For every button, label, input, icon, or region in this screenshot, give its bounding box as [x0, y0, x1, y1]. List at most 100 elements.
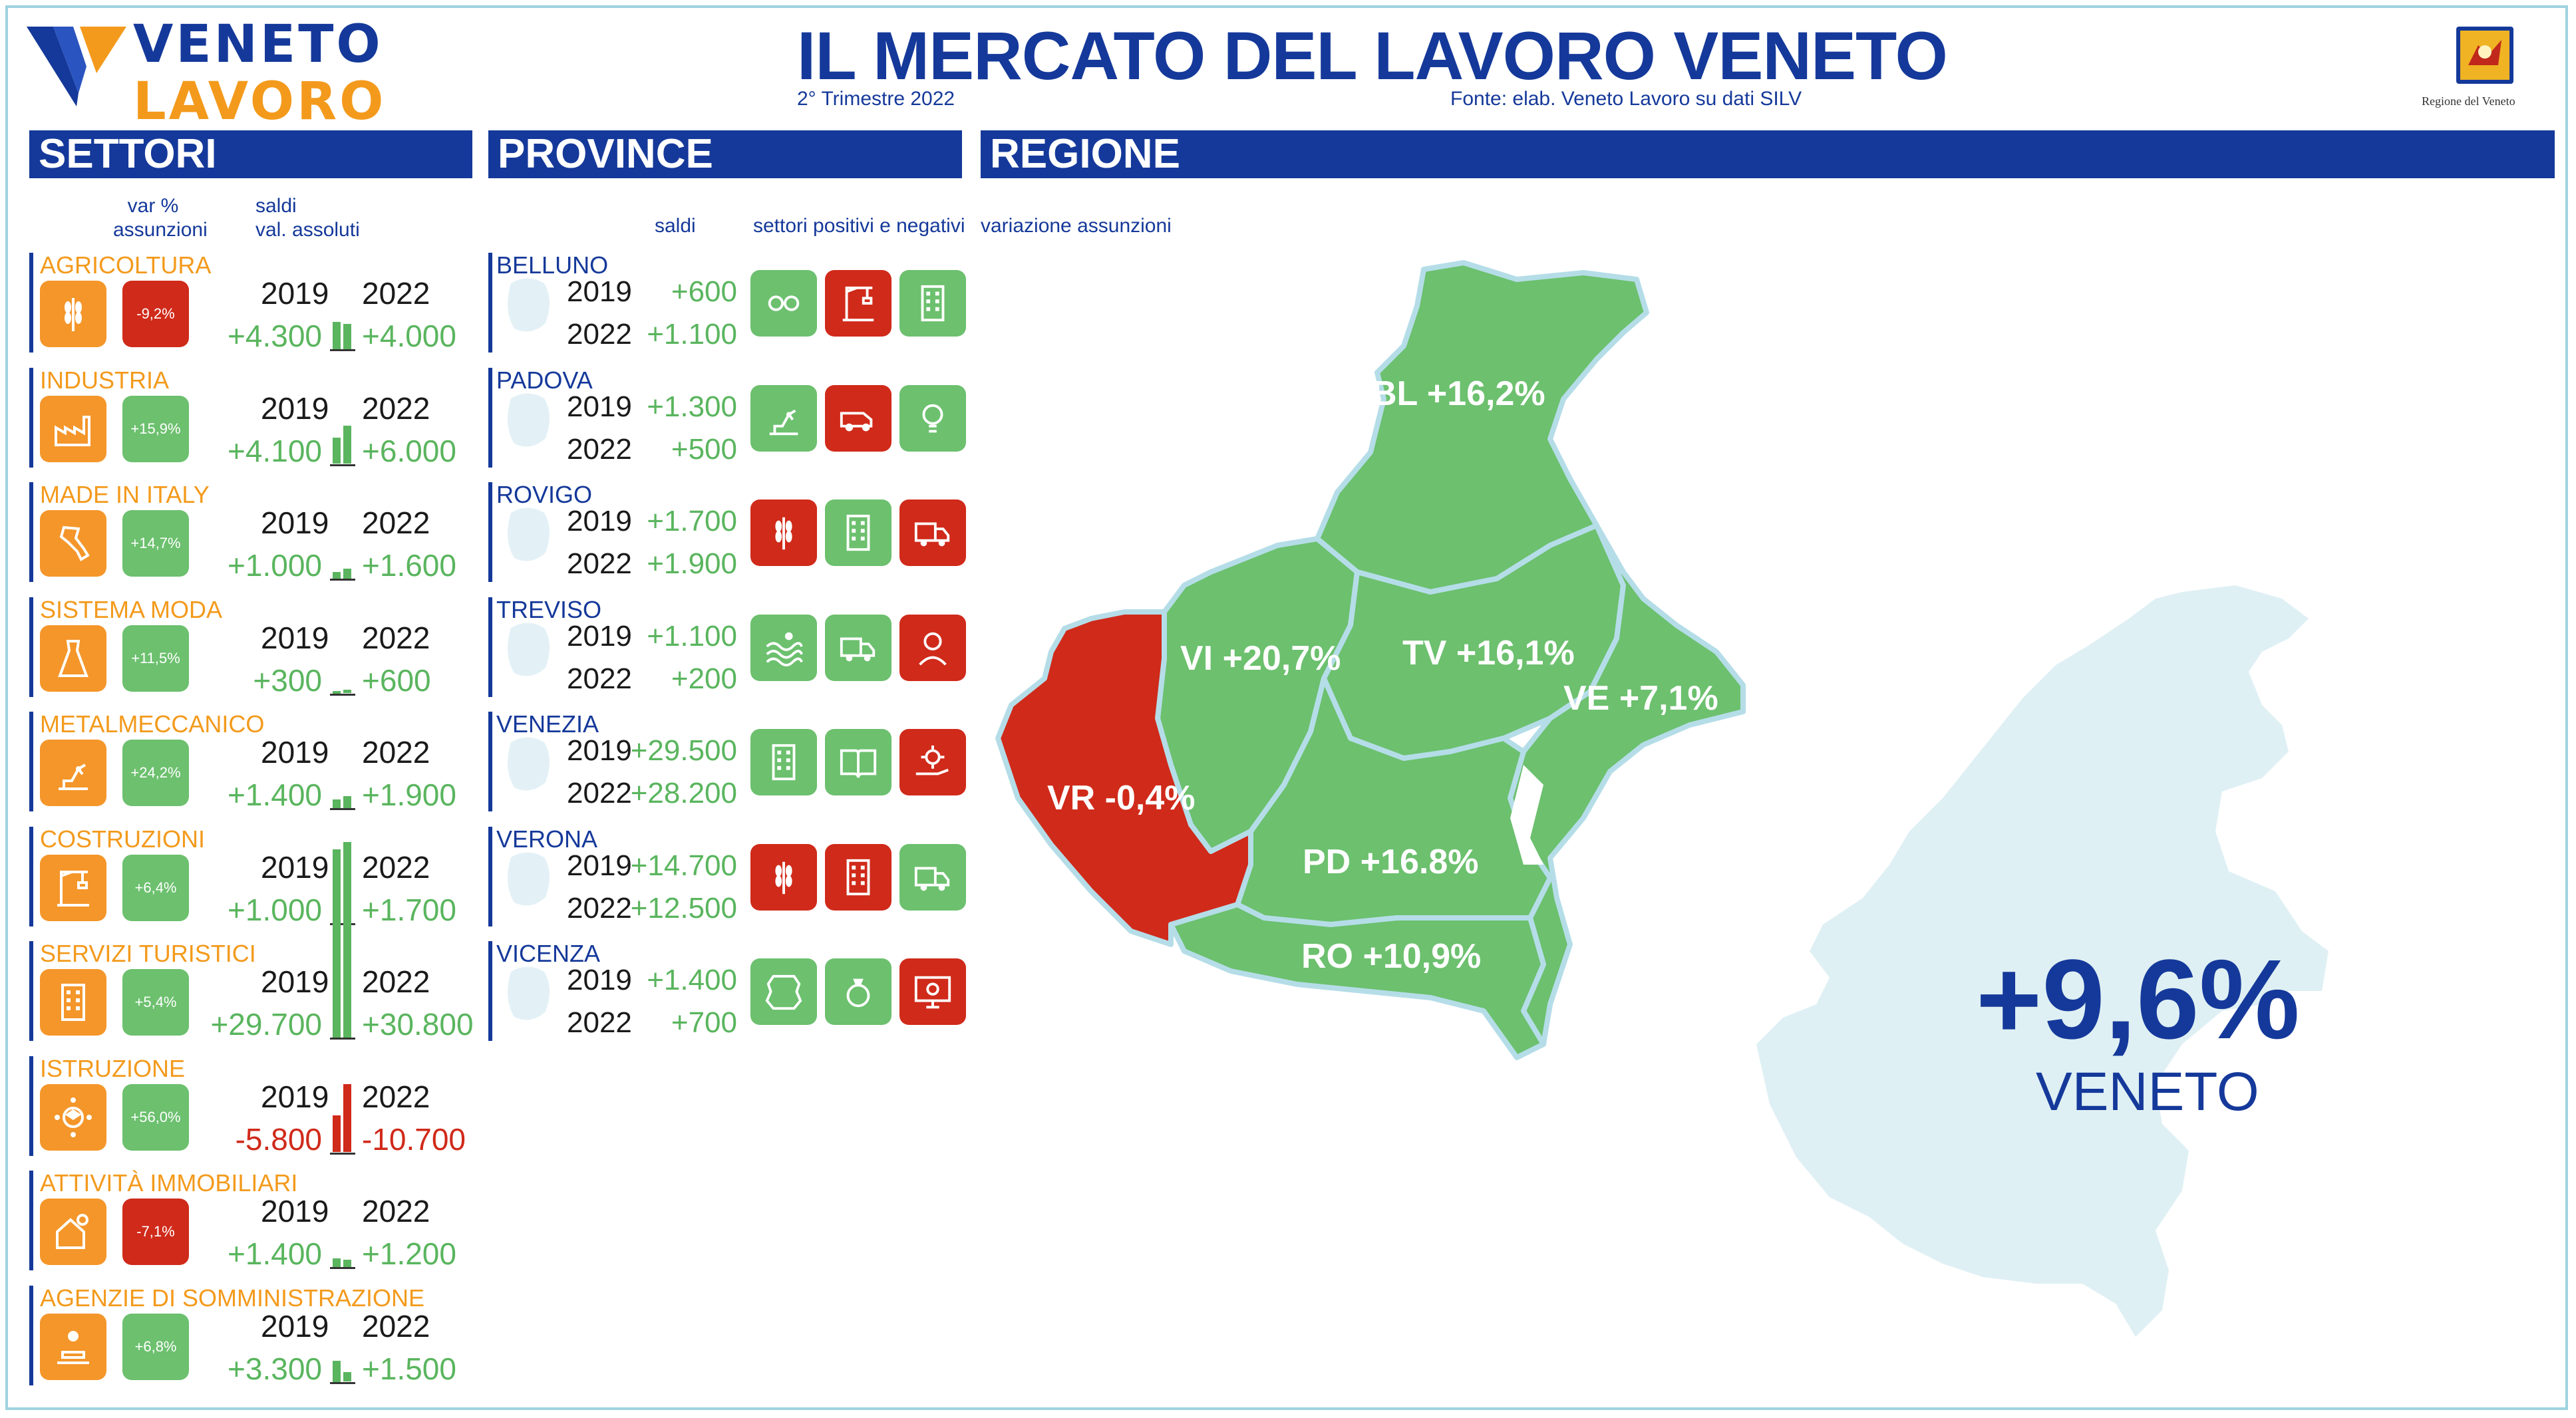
province-shape-icon — [508, 852, 550, 905]
province-saldo-2022: +500 — [671, 432, 737, 466]
robot-arm-icon — [59, 764, 88, 790]
province-sector-icon — [899, 729, 966, 795]
province-sector-icon — [750, 843, 817, 911]
province-saldo-2022: +28.200 — [630, 777, 737, 809]
sector-year-2022: 2022 — [362, 964, 430, 999]
province-saldo-2019: +1.100 — [647, 619, 737, 652]
sector-year-2019: 2019 — [261, 390, 329, 426]
sector-bar-2022 — [343, 1259, 351, 1267]
province-name: VERONA — [496, 825, 598, 853]
sector-name: SERVIZI TURISTICI — [40, 940, 256, 967]
province-shape-icon — [508, 507, 550, 561]
sector-icon — [40, 969, 106, 1036]
veneto-lavoro-logo-icon — [27, 27, 126, 106]
province-sector-icon — [899, 958, 966, 1025]
province-year-2022: 2022 — [567, 662, 632, 695]
sector-saldo-2019: +1.000 — [228, 548, 322, 583]
sector-divider — [29, 597, 33, 697]
sector-row: AGENZIE DI SOMMINISTRAZIONE +6,8% 2019 2022… — [29, 1284, 488, 1386]
sector-row: MADE IN ITALY +14,7% 2019 2022 +1.000 +1.600 — [29, 481, 488, 583]
sector-var-badge: +5,4% — [122, 969, 189, 1036]
sector-divider — [29, 253, 33, 353]
province-divider — [488, 941, 492, 1041]
logo-line2: LAVORO — [133, 72, 387, 132]
map-label-tv: TV +16,1% — [1402, 634, 1575, 672]
sector-name: MADE IN ITALY — [40, 481, 210, 508]
settori-head-var: var % assunzioni — [113, 195, 208, 241]
map-label-ro: RO +10,9% — [1301, 937, 1482, 976]
sector-var-badge: +14,7% — [122, 510, 189, 577]
sector-row: AGRICOLTURA -9,2% 2019 2022 +4.300 +4.000 — [29, 251, 488, 353]
map-label-vi: VI +20,7% — [1180, 639, 1341, 678]
sector-bar-2019 — [333, 438, 341, 464]
province-divider — [488, 826, 492, 926]
section-settori: SETTORI — [29, 130, 472, 178]
dress-icon — [58, 639, 88, 677]
sector-year-2022: 2022 — [362, 276, 430, 311]
sector-bar-2019 — [333, 849, 341, 1038]
province-saldo-2019: +600 — [671, 275, 737, 308]
province-shape-icon — [508, 278, 550, 332]
province-divider — [488, 253, 492, 353]
sector-saldo-2022: +4.000 — [362, 319, 456, 353]
province-saldo-2022: +1.100 — [647, 318, 737, 351]
settori-head-saldi: saldi val. assoluti — [255, 195, 360, 241]
sector-divider — [29, 1056, 33, 1156]
province-shape-icon — [508, 393, 550, 446]
gear-hand-icon — [915, 745, 949, 776]
province-saldo-2019: +1.300 — [647, 390, 737, 423]
sector-bar-2022 — [343, 842, 351, 1038]
delivery-truck-icon — [914, 522, 950, 547]
sector-year-2022: 2022 — [362, 735, 430, 770]
wheat-icon — [775, 517, 792, 550]
province-saldo-2019: +14.700 — [630, 849, 737, 882]
sector-saldo-2022: +600 — [362, 662, 431, 698]
van-icon — [840, 411, 873, 431]
sector-name: SISTEMA MODA — [40, 595, 223, 623]
sector-bar-2019 — [333, 1361, 341, 1382]
venice-lagoon-shape — [1510, 765, 1543, 865]
sector-icon — [40, 740, 106, 806]
sector-name: ATTIVITÀ IMMOBILIARI — [40, 1169, 298, 1197]
sector-year-2022: 2022 — [362, 620, 430, 655]
sector-bar-baseline — [330, 693, 355, 696]
map-label-ve: VE +7,1% — [1563, 679, 1718, 718]
wheat-icon — [775, 861, 792, 894]
province-divider — [488, 597, 492, 697]
sector-saldo-2019: +1.400 — [228, 1236, 322, 1271]
province-year-2019: 2019 — [567, 964, 632, 996]
sector-row: SISTEMA MODA +11,5% 2019 2022 +300 +600 — [29, 595, 488, 698]
sector-icon — [40, 1313, 106, 1380]
sector-icon — [40, 395, 106, 462]
province-sector-icon — [825, 614, 891, 681]
sector-saldo-2019: -5.800 — [235, 1121, 322, 1157]
sector-bar-2019 — [333, 1258, 341, 1267]
province-sector-icon — [899, 843, 966, 911]
province-row: PADOVA 2019 2022 +1.300 +500 — [488, 366, 967, 468]
sector-bar-2022 — [343, 568, 351, 579]
sector-name: COSTRUZIONI — [40, 825, 205, 853]
sector-divider — [29, 1285, 33, 1385]
province-shape-icon — [508, 737, 550, 791]
crane-icon — [842, 286, 874, 322]
sector-var-badge: +6,4% — [122, 854, 189, 921]
sector-saldo-2019: +1.400 — [228, 778, 322, 812]
page-title: IL MERCATO DEL LAVORO VENETO — [797, 18, 1948, 94]
province-saldo-2022: +700 — [671, 1006, 737, 1039]
sector-name: AGRICOLTURA — [40, 251, 212, 279]
house-key-icon — [56, 1214, 88, 1249]
sector-row: ATTIVITÀ IMMOBILIARI -7,1% 2019 2022 +1.400 +… — [29, 1169, 488, 1271]
page-frame — [5, 5, 2568, 1410]
province-name: TREVISO — [496, 595, 602, 623]
sector-bar-2022 — [343, 795, 351, 808]
sector-bar-baseline — [330, 1152, 355, 1155]
province-year-2022: 2022 — [567, 891, 632, 924]
sector-year-2022: 2022 — [362, 505, 430, 540]
veneto-total-value: +9,6% — [1976, 936, 2300, 1063]
sector-name: AGENZIE DI SOMMINISTRAZIONE — [40, 1284, 425, 1312]
province-year-2019: 2019 — [567, 849, 632, 882]
province-year-2019: 2019 — [567, 619, 632, 652]
sector-saldo-2022: -10.700 — [362, 1121, 466, 1157]
sector-icon — [40, 281, 106, 347]
province-shape-icon — [508, 623, 550, 676]
